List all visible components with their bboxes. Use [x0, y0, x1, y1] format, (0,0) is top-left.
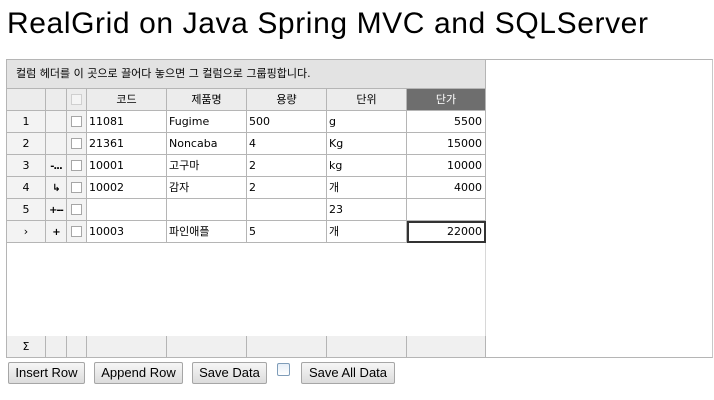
footer-cell: [87, 336, 167, 358]
row-checkbox-cell[interactable]: [67, 199, 87, 221]
row-checkbox-cell[interactable]: [67, 221, 87, 243]
cell-price[interactable]: 22000: [407, 221, 486, 243]
cell-quantity[interactable]: 2: [247, 155, 327, 177]
cell-code[interactable]: 10001: [87, 155, 167, 177]
cell-price[interactable]: 15000: [407, 133, 486, 155]
grid-empty-area: [7, 243, 486, 336]
header-product-name[interactable]: 제품명: [167, 89, 247, 111]
cell-quantity[interactable]: [247, 199, 327, 221]
table-row[interactable]: 1 11081 Fugime 500 g 5500: [7, 111, 486, 133]
table-row[interactable]: 3 -... 10001 고구마 2 kg 10000: [7, 155, 486, 177]
cell-unit[interactable]: 개: [327, 177, 407, 199]
row-updated-icon: -...: [50, 161, 63, 172]
cell-code[interactable]: 10002: [87, 177, 167, 199]
cell-product-name[interactable]: [167, 199, 247, 221]
cell-product-name[interactable]: 파인애플: [167, 221, 247, 243]
cell-price[interactable]: 5500: [407, 111, 486, 133]
cell-product-name[interactable]: 감자: [167, 177, 247, 199]
cell-code[interactable]: 10003: [87, 221, 167, 243]
cell-unit[interactable]: 23: [327, 199, 407, 221]
table-row[interactable]: 5 +-- 23: [7, 199, 486, 221]
row-checkbox[interactable]: [71, 225, 82, 237]
footer-cell: [407, 336, 486, 358]
row-state: ↳: [46, 177, 67, 199]
cell-unit[interactable]: 개: [327, 221, 407, 243]
row-state: -...: [46, 155, 67, 177]
row-indicator[interactable]: ›: [7, 221, 46, 243]
row-indicator[interactable]: 4: [7, 177, 46, 199]
header-price[interactable]: 단가: [407, 89, 486, 111]
row-state: +: [46, 221, 67, 243]
cell-price[interactable]: [407, 199, 486, 221]
cell-quantity[interactable]: 4: [247, 133, 327, 155]
check-all-icon[interactable]: [71, 93, 82, 105]
grid-footer: Σ: [7, 336, 486, 358]
row-checkbox-cell[interactable]: [67, 133, 87, 155]
table-row[interactable]: › +10003 파인애플 5 개 22000: [7, 221, 486, 243]
row-indicator[interactable]: 3: [7, 155, 46, 177]
cell-price[interactable]: 10000: [407, 155, 486, 177]
footer-cell: [67, 336, 87, 358]
cell-quantity[interactable]: 2: [247, 177, 327, 199]
row-created-icon: +: [52, 227, 60, 238]
realgrid[interactable]: 컬럼 헤더를 이 곳으로 끌어다 놓으면 그 컬럼으로 그룹핑합니다. 코드 제…: [6, 59, 713, 358]
cell-unit[interactable]: g: [327, 111, 407, 133]
row-checkbox-cell[interactable]: [67, 177, 87, 199]
row-checkbox[interactable]: [71, 203, 82, 215]
cell-price[interactable]: 4000: [407, 177, 486, 199]
header-quantity[interactable]: 용량: [247, 89, 327, 111]
group-panel[interactable]: 컬럼 헤더를 이 곳으로 끌어다 놓으면 그 컬럼으로 그룹핑합니다.: [7, 60, 486, 89]
page-title: RealGrid on Java Spring MVC and SQLServe…: [7, 7, 649, 40]
cell-code[interactable]: [87, 199, 167, 221]
cell-unit[interactable]: kg: [327, 155, 407, 177]
cell-quantity[interactable]: 5: [247, 221, 327, 243]
row-state: [46, 133, 67, 155]
row-checkbox-cell[interactable]: [67, 155, 87, 177]
row-checkbox-cell[interactable]: [67, 111, 87, 133]
table-row[interactable]: 4 ↳ 10002 감자 2 개 4000: [7, 177, 486, 199]
footer-sum-icon: Σ: [7, 336, 46, 358]
cell-code[interactable]: 11081: [87, 111, 167, 133]
grid-header: 코드 제품명 용량 단위 단가: [7, 89, 486, 111]
header-code[interactable]: 코드: [87, 89, 167, 111]
header-unit[interactable]: 단위: [327, 89, 407, 111]
row-state: +--: [46, 199, 67, 221]
header-state: [46, 89, 67, 111]
insert-row-button[interactable]: Insert Row: [8, 362, 85, 384]
append-row-button[interactable]: Append Row: [94, 362, 183, 384]
cell-quantity[interactable]: 500: [247, 111, 327, 133]
footer-cell: [167, 336, 247, 358]
row-indicator[interactable]: 5: [7, 199, 46, 221]
header-checkbox[interactable]: [67, 89, 87, 111]
footer-cell: [247, 336, 327, 358]
save-all-data-button[interactable]: Save All Data: [301, 362, 395, 384]
cell-code[interactable]: 21361: [87, 133, 167, 155]
row-state: [46, 111, 67, 133]
footer-cell: [327, 336, 407, 358]
cell-product-name[interactable]: Fugime: [167, 111, 247, 133]
save-data-button[interactable]: Save Data: [192, 362, 267, 384]
row-moved-icon: ↳: [52, 183, 60, 194]
row-indicator[interactable]: 2: [7, 133, 46, 155]
row-indicator[interactable]: 1: [7, 111, 46, 133]
cell-unit[interactable]: Kg: [327, 133, 407, 155]
cell-product-name[interactable]: 고구마: [167, 155, 247, 177]
row-checkbox[interactable]: [71, 137, 82, 149]
footer-cell: [46, 336, 67, 358]
cell-product-name[interactable]: Noncaba: [167, 133, 247, 155]
row-checkbox[interactable]: [71, 115, 82, 127]
table-row[interactable]: 2 21361 Noncaba 4 Kg 15000: [7, 133, 486, 155]
row-checkbox[interactable]: [71, 159, 82, 171]
header-indicator: [7, 89, 46, 111]
option-checkbox[interactable]: [277, 363, 290, 376]
row-checkbox[interactable]: [71, 181, 82, 193]
row-created-updated-icon: +--: [49, 205, 64, 216]
